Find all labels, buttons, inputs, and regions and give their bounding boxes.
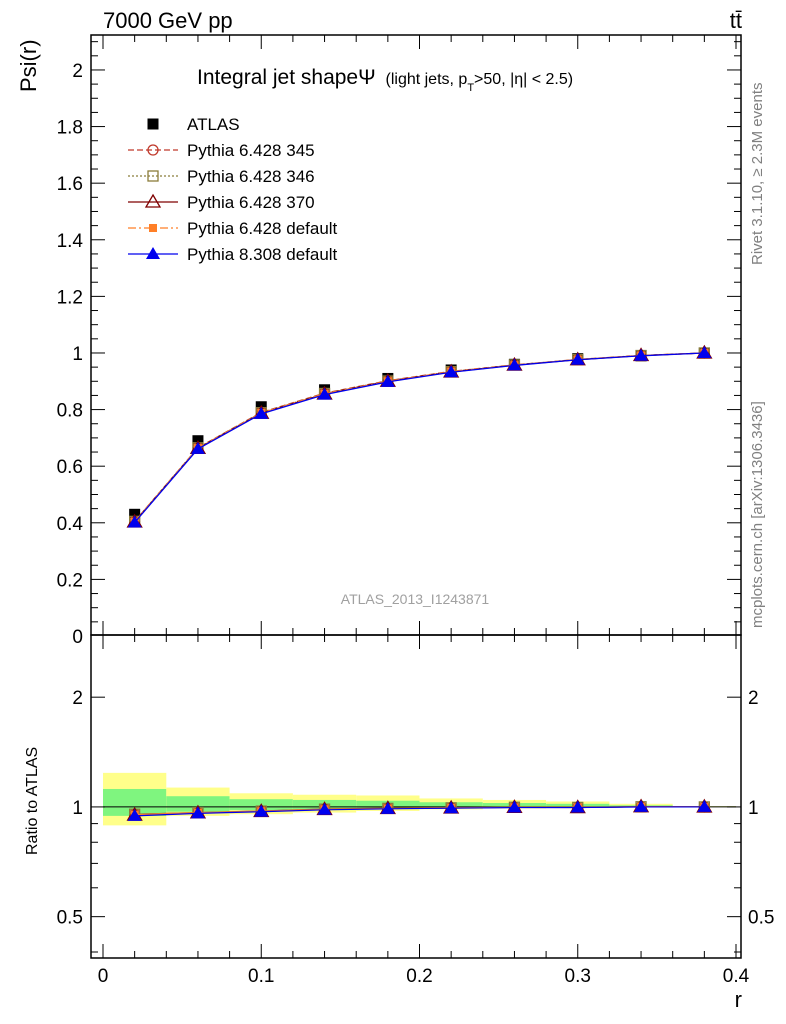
ratio-series-4-point xyxy=(507,800,522,813)
y-tick-label-top: 0.6 xyxy=(57,457,83,478)
chart-title-tail: >50, |η| < 2.5) xyxy=(474,71,573,88)
x-tick-label: 0.3 xyxy=(565,966,591,987)
series-5-point xyxy=(254,406,269,419)
mcplots-label: mcplots.cern.ch [arXiv:1306.3436] xyxy=(749,401,766,628)
legend-label: ATLAS xyxy=(187,115,240,134)
x-tick-label: 0.2 xyxy=(406,966,432,987)
y-tick-label-ratio-right: 1 xyxy=(748,798,759,819)
chart-title-sub: T xyxy=(467,82,474,94)
y-tick-label-top: 1.4 xyxy=(57,231,84,252)
series-5-point xyxy=(444,365,459,378)
series-5-point xyxy=(317,387,332,400)
ratio-series-4-point xyxy=(190,806,205,819)
y-tick-label-top: 0.2 xyxy=(57,570,83,591)
y-tick-label-top: 2 xyxy=(72,61,83,82)
y-tick-label-ratio: 1 xyxy=(72,798,83,819)
legend-marker xyxy=(147,170,159,182)
series-5-point xyxy=(697,345,712,358)
x-tick-label: 0.4 xyxy=(723,966,750,987)
y-axis-label-ratio: Ratio to ATLAS xyxy=(24,747,41,855)
series-5-line xyxy=(134,352,705,523)
process-label: tt̄ xyxy=(730,8,742,33)
y-axis-label-top: Psi(r) xyxy=(16,39,41,92)
legend-marker xyxy=(144,193,162,208)
y-tick-label-top: 0.8 xyxy=(57,401,83,422)
legend-label: Pythia 8.308 default xyxy=(187,245,338,264)
chart-title-extra: (light jets, p xyxy=(386,71,468,88)
energy-label: 7000 GeV pp xyxy=(103,8,233,33)
legend-marker xyxy=(149,224,157,232)
x-axis-label: r xyxy=(735,987,742,1012)
ratio-band-inner xyxy=(166,796,230,812)
ratio-series-4-point xyxy=(697,799,712,812)
y-tick-label-top: 1.6 xyxy=(57,174,83,195)
ratio-series-4-point xyxy=(380,801,395,814)
legend-marker xyxy=(147,118,159,130)
analysis-tag: ATLAS_2013_I1243871 xyxy=(341,591,490,607)
ratio-series-4-point xyxy=(127,808,142,821)
ratio-series-4-point xyxy=(634,799,649,812)
x-tick-label: 0.1 xyxy=(248,966,274,987)
ratio-series-4-point xyxy=(317,802,332,815)
legend-label: Pythia 6.428 default xyxy=(187,219,338,238)
rivet-label: Rivet 3.1.10, ≥ 2.3M events xyxy=(749,83,766,266)
series-5-point xyxy=(380,374,395,387)
y-tick-label-top: 1.8 xyxy=(57,118,83,139)
series-5-point xyxy=(634,348,649,361)
y-tick-label-top: 0 xyxy=(72,627,83,648)
top-panel-series xyxy=(126,344,713,528)
top-panel-axes: 0 0.2 0.4 0.6 0.8 1 1.2 1.4 1.6 1.8 2 xyxy=(57,34,742,648)
legend-label: Pythia 6.428 345 xyxy=(187,141,315,160)
legend-label: Pythia 6.428 370 xyxy=(187,193,315,212)
y-tick-label-top: 0.4 xyxy=(57,514,84,535)
x-tick-label: 0 xyxy=(98,966,109,987)
chart-title: Integral jet shapeΨ (light jets, pT>50, … xyxy=(197,66,573,94)
series-5-point xyxy=(507,358,522,371)
legend-marker xyxy=(147,144,159,156)
chart-title-main: Integral jet shapeΨ xyxy=(197,66,376,89)
y-tick-label-top: 1 xyxy=(72,344,83,365)
y-tick-label-ratio: 0.5 xyxy=(57,908,83,929)
y-tick-label-ratio-right: 2 xyxy=(748,688,759,709)
ratio-panel-frame xyxy=(90,634,742,959)
ratio-series-4-point xyxy=(570,800,585,813)
ratio-series-4-point xyxy=(444,801,459,814)
series-3-line xyxy=(134,352,705,523)
y-tick-label-top: 1.2 xyxy=(57,287,83,308)
y-tick-label-ratio: 2 xyxy=(72,688,83,709)
ratio-panel-axes: 0.5 0.5 1 1 2 2 0 0.1 0.2 0.3 0.4 xyxy=(57,634,774,987)
ratio-panel-series xyxy=(126,798,713,821)
series-5-point xyxy=(190,441,205,454)
ratio-series-4-point xyxy=(254,804,269,817)
series-5-point xyxy=(570,352,585,365)
legend: ATLAS Pythia 6.428 345 Pythia 6.428 346 Pyt… xyxy=(128,115,338,264)
series-5-point xyxy=(127,515,142,528)
ratio-series-4-line xyxy=(134,806,705,817)
y-tick-label-ratio-right: 0.5 xyxy=(748,908,774,929)
legend-label: Pythia 6.428 346 xyxy=(187,167,315,186)
legend-marker xyxy=(146,247,160,259)
